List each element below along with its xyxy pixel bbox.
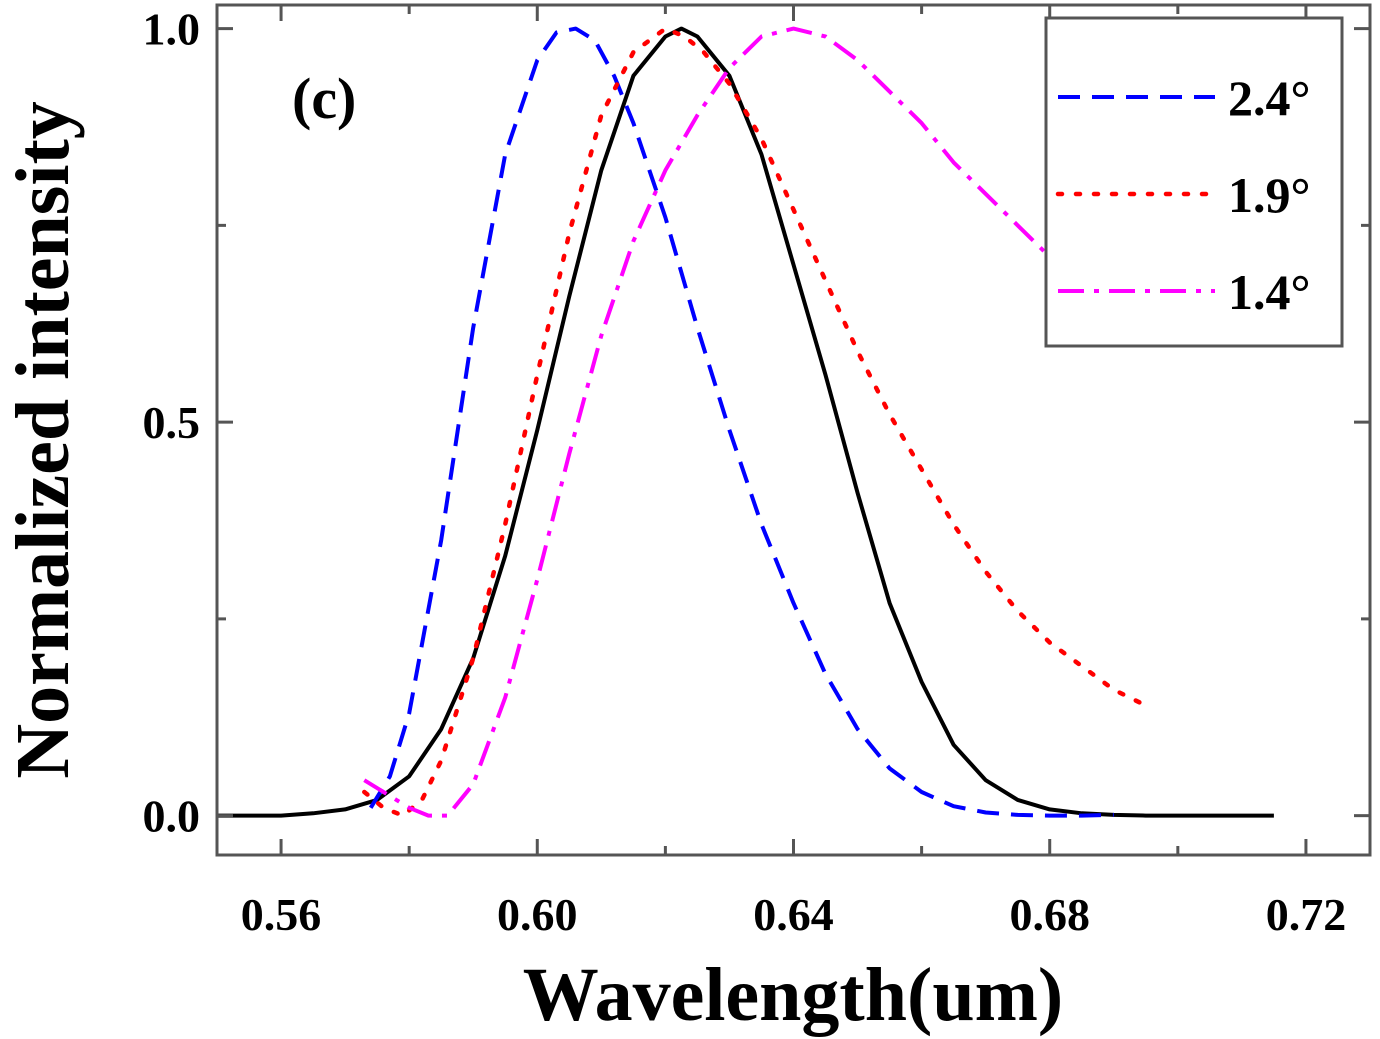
legend-label: 1.4° [1228, 264, 1311, 320]
legend-label: 1.9° [1228, 167, 1311, 223]
y-tick-label: 0.5 [143, 397, 201, 448]
axis-ticks [217, 5, 1370, 855]
panel-label: (c) [292, 66, 356, 131]
legend-label: 2.4° [1228, 70, 1311, 126]
x-tick-label: 0.60 [497, 889, 578, 940]
x-axis-title: Wavelength(um) [523, 953, 1063, 1037]
x-tick-label: 0.68 [1009, 889, 1090, 940]
legend: 2.4° 1.9° 1.4° [1044, 16, 1344, 348]
data-curves [217, 26, 1274, 818]
series-line-1-9- [362, 26, 1149, 818]
series-line-2-4- [368, 26, 1114, 818]
tick-labels: 0.56 0.60 0.64 0.68 0.72 0.0 0.5 1.0 [143, 4, 1347, 940]
x-tick-label: 0.56 [241, 889, 322, 940]
y-axis-title: Normalized intensity [1, 101, 85, 779]
series-line-1-4- [363, 26, 1083, 818]
x-tick-label: 0.72 [1266, 889, 1347, 940]
y-tick-label: 1.0 [143, 4, 201, 55]
x-tick-label: 0.64 [753, 889, 834, 940]
y-tick-label: 0.0 [143, 791, 201, 842]
